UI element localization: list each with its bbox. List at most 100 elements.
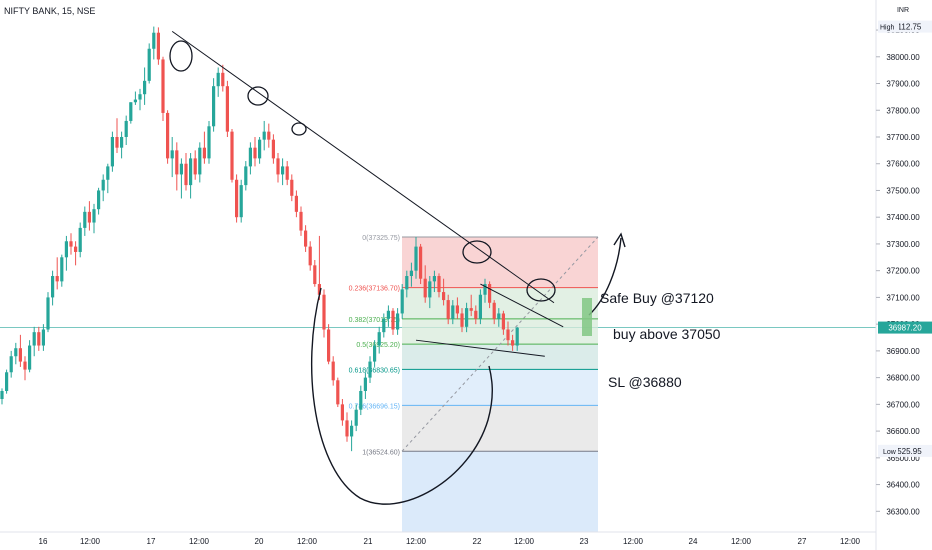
candle-body	[170, 150, 174, 159]
fib-zone	[402, 344, 598, 370]
candle-body	[281, 166, 285, 175]
candle-body	[161, 59, 165, 113]
chart-title: NIFTY BANK, 15, NSE	[4, 6, 96, 16]
candle-body	[5, 372, 9, 391]
candle-body	[488, 284, 492, 303]
hand-drawn-arrow[interactable]	[588, 237, 622, 316]
candle-body	[138, 94, 142, 100]
candle-body	[92, 209, 96, 223]
candle-body	[253, 147, 257, 159]
fib-zone	[402, 318, 598, 345]
candle-body	[442, 292, 446, 301]
buy-above-annotation: buy above 37050	[613, 326, 721, 342]
candle-body	[285, 166, 289, 180]
trendline-line[interactable]	[171, 30, 555, 304]
candle-body	[313, 265, 317, 285]
candle-body	[32, 332, 36, 346]
currency-label: INR	[897, 7, 909, 14]
candle-body	[465, 308, 469, 327]
candle-body	[115, 136, 119, 148]
time-tick-label: 12:00	[406, 537, 427, 546]
candle-body	[511, 340, 515, 346]
hand-drawn-circle[interactable]	[169, 40, 193, 72]
candle-body	[133, 99, 137, 103]
candle-body	[101, 179, 105, 191]
stop-loss-annotation: SL @36880	[608, 374, 682, 390]
candle-body	[409, 270, 413, 277]
candle-body	[258, 139, 262, 159]
candle-body	[423, 278, 427, 298]
candle-body	[189, 158, 193, 186]
candle-body	[345, 420, 349, 437]
price-tick-label: 36300.00	[886, 507, 920, 516]
candle-body	[0, 390, 4, 400]
candle-body	[106, 166, 110, 180]
candle-body	[51, 276, 55, 298]
candle-body	[474, 310, 478, 319]
projection-box	[582, 298, 592, 336]
hand-drawn-curve[interactable]	[310, 287, 493, 505]
candle-body	[225, 86, 229, 132]
high-label-badge	[879, 20, 899, 33]
candle-body	[299, 211, 303, 231]
fibonacci-retracement[interactable]: 0(37325.75) 0.236(37136.70) 0.382(37019.75…	[349, 235, 599, 532]
fib-extension-zone	[402, 451, 598, 532]
candle-body	[193, 158, 197, 175]
hand-drawn-circle[interactable]	[291, 122, 307, 136]
candle-body	[501, 313, 505, 330]
candle-body	[60, 257, 64, 282]
candle-body	[74, 246, 78, 252]
candle-body	[97, 190, 101, 210]
hand-drawn-circle[interactable]	[247, 86, 269, 106]
candle-body	[483, 284, 487, 295]
candle-body	[469, 308, 473, 311]
drawings[interactable]: Safe Buy @37120 buy above 37050 SL @36880	[169, 30, 721, 505]
candle-body	[276, 158, 280, 175]
candle-body	[147, 48, 151, 81]
candle-body	[87, 211, 91, 223]
candle-body	[239, 185, 243, 218]
price-tick-label: 36700.00	[886, 400, 920, 409]
fib-level-label: 0.786(36696.15)	[349, 403, 400, 410]
candle-body	[396, 313, 400, 330]
fib-zone	[402, 237, 598, 288]
candle-body	[64, 241, 68, 258]
candle-body	[129, 102, 133, 121]
support-line[interactable]	[415, 339, 545, 357]
candle-body	[221, 72, 225, 87]
hand-drawn-circle[interactable]	[526, 278, 556, 302]
fib-zone	[402, 405, 598, 452]
arrow-head[interactable]	[613, 232, 626, 248]
fib-zone	[402, 369, 598, 406]
candle-body	[405, 276, 409, 290]
candle-body	[294, 195, 298, 212]
last-price-badge	[878, 321, 932, 334]
price-tick-label: 36800.00	[886, 374, 920, 383]
candle-body	[363, 377, 367, 391]
price-tick-label: 37600.00	[886, 160, 920, 169]
candle-body	[359, 390, 363, 410]
price-tick-label: 37800.00	[886, 106, 920, 115]
time-tick-label: 17	[147, 537, 156, 546]
candle-body	[455, 305, 459, 314]
time-tick-label: 22	[473, 537, 482, 546]
candle-body	[78, 227, 82, 252]
price-tick-label: 36500.00	[886, 454, 920, 463]
candle-body	[391, 310, 395, 330]
candle-body	[152, 32, 156, 49]
candle-body	[69, 241, 73, 247]
candle-body	[368, 361, 372, 378]
time-tick-label: 27	[798, 537, 807, 546]
time-tick-label: 12:00	[514, 537, 535, 546]
candle-body	[46, 297, 50, 330]
candle-body	[308, 246, 312, 266]
time-tick-label: 12:00	[297, 537, 318, 546]
candles	[0, 26, 519, 452]
trendline-line[interactable]	[480, 283, 564, 328]
hand-drawn-circle[interactable]	[462, 240, 492, 264]
candle-body	[327, 329, 331, 362]
price-tick-label: 37700.00	[886, 133, 920, 142]
candle-body	[451, 305, 455, 319]
price-tick-label: 37400.00	[886, 213, 920, 222]
